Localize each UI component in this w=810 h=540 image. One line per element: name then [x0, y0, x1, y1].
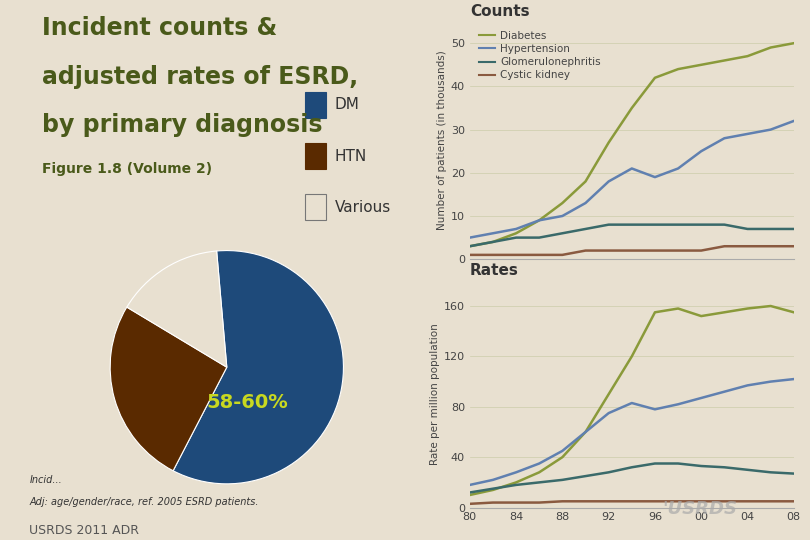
Text: Various: Various — [335, 200, 391, 215]
Wedge shape — [110, 307, 227, 471]
Text: Rates: Rates — [470, 263, 518, 278]
Wedge shape — [173, 251, 343, 484]
Text: DM: DM — [335, 97, 360, 112]
Text: Counts: Counts — [470, 4, 530, 19]
Y-axis label: Number of patients (in thousands): Number of patients (in thousands) — [437, 51, 446, 230]
Text: adjusted rates of ESRD,: adjusted rates of ESRD, — [42, 65, 358, 89]
FancyBboxPatch shape — [305, 92, 326, 118]
Text: Figure 1.8 (Volume 2): Figure 1.8 (Volume 2) — [42, 162, 212, 176]
Text: HTN: HTN — [335, 148, 367, 164]
Text: Incident counts &: Incident counts & — [42, 16, 277, 40]
Text: 58-60%: 58-60% — [207, 393, 288, 411]
Text: 'USRDS: 'USRDS — [662, 501, 737, 518]
Y-axis label: Rate per million population: Rate per million population — [429, 323, 440, 465]
FancyBboxPatch shape — [305, 143, 326, 169]
Wedge shape — [127, 251, 227, 367]
Text: Incid...: Incid... — [29, 475, 62, 485]
Legend: Diabetes, Hypertension, Glomerulonephritis, Cystic kidney: Diabetes, Hypertension, Glomerulonephrit… — [475, 27, 605, 85]
Text: USRDS 2011 ADR: USRDS 2011 ADR — [29, 524, 139, 537]
Text: by primary diagnosis: by primary diagnosis — [42, 113, 322, 137]
Text: Adj: age/gender/race, ref. 2005 ESRD patients.: Adj: age/gender/race, ref. 2005 ESRD pat… — [29, 497, 259, 507]
FancyBboxPatch shape — [305, 194, 326, 220]
